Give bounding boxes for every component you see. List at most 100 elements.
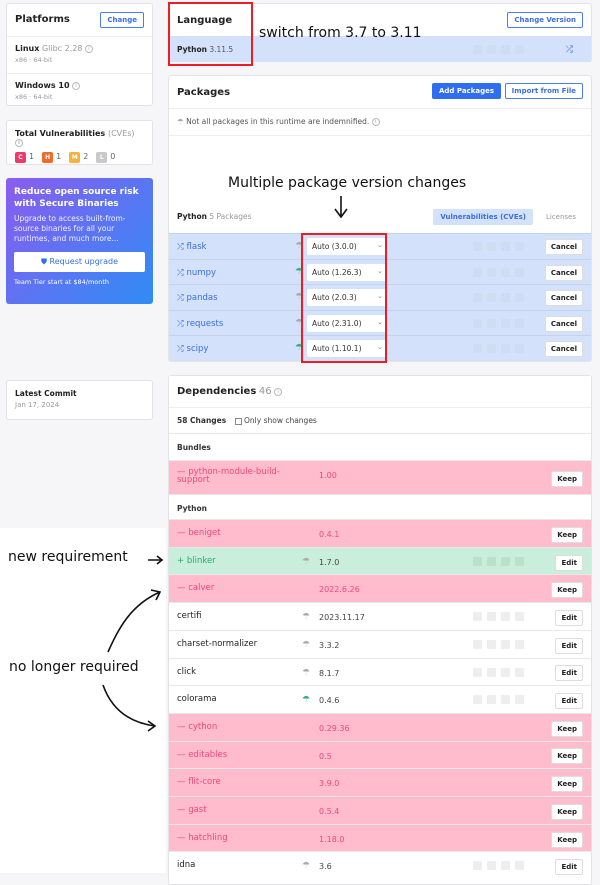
- dependency-name-label: flit-core: [188, 777, 221, 788]
- dependency-row: idna ☂ 3.6 Edit: [169, 851, 591, 879]
- dependency-name-label: beniget: [188, 528, 221, 538]
- cancel-button[interactable]: Cancel: [544, 341, 583, 358]
- keep-button[interactable]: Keep: [551, 582, 583, 599]
- cancel-button[interactable]: Cancel: [544, 264, 583, 281]
- package-name-label: numpy: [186, 267, 216, 278]
- chevron-down-icon: ⌄: [377, 317, 383, 326]
- cancel-button[interactable]: Cancel: [544, 290, 583, 307]
- dependency-row: — cython 0.29.36 Keep: [169, 712, 591, 741]
- dependency-name: — editables: [177, 750, 297, 759]
- edit-button[interactable]: Edit: [555, 693, 583, 710]
- version-select[interactable]: Auto (3.0.0) ⌄: [307, 238, 387, 255]
- dependency-name: idna: [177, 861, 297, 870]
- only-show-changes-label[interactable]: Only show changes: [244, 416, 317, 425]
- severity-letter: C: [15, 152, 26, 163]
- keep-button[interactable]: Keep: [551, 748, 583, 765]
- platform-linux: Linux Glibc 2.28 i x86 · 64-bit: [7, 36, 152, 72]
- keep-button[interactable]: Keep: [551, 803, 583, 820]
- change-version-button[interactable]: Change Version: [507, 12, 583, 28]
- keep-button[interactable]: Keep: [551, 831, 583, 848]
- info-icon[interactable]: i: [371, 118, 380, 126]
- info-icon[interactable]: i: [72, 81, 81, 90]
- tab-licenses[interactable]: Licenses: [545, 213, 576, 221]
- dependency-name: charset-normalizer: [177, 640, 297, 649]
- version-value: Auto (3.0.0): [312, 242, 357, 251]
- request-upgrade-button[interactable]: ⛊ Request upgrade: [14, 252, 145, 272]
- info-icon[interactable]: i: [84, 44, 93, 53]
- vulnerabilities-title: Total Vulnerabilities: [15, 129, 106, 138]
- not-indemnified-icon: ☂: [302, 556, 311, 567]
- version-select[interactable]: Auto (1.26.3) ⌄: [307, 263, 387, 281]
- edit-button[interactable]: Edit: [555, 609, 583, 626]
- severity-count: 2: [83, 152, 89, 161]
- language-row: Python 3.11.5 ⤮: [169, 36, 591, 62]
- keep-button[interactable]: Keep: [551, 776, 583, 793]
- dependency-name: — calver: [177, 584, 297, 593]
- package-name[interactable]: ⤮ numpy: [177, 268, 216, 278]
- cve-placeholders: [473, 667, 529, 679]
- package-name[interactable]: ⤮ flask: [177, 242, 206, 252]
- cancel-button[interactable]: Cancel: [544, 315, 583, 332]
- package-name[interactable]: ⤮ scipy: [177, 344, 208, 354]
- not-indemnified-icon: ☂: [302, 639, 311, 650]
- change-platform-button[interactable]: Change: [100, 12, 144, 28]
- platform-windows: Windows 10 i x86 · 64-bit: [7, 73, 152, 108]
- annotation-new-requirement: new requirement: [8, 549, 128, 565]
- not-indemnified-icon: ☂: [295, 317, 304, 328]
- package-name[interactable]: ⤮ pandas: [177, 293, 218, 303]
- keep-button[interactable]: Keep: [551, 720, 583, 737]
- packages-language: Python: [177, 212, 207, 221]
- info-icon[interactable]: i: [15, 138, 23, 147]
- keep-button[interactable]: Keep: [551, 471, 583, 487]
- edit-button[interactable]: Edit: [555, 637, 583, 654]
- cve-placeholders: [473, 639, 529, 651]
- import-from-file-button[interactable]: Import from File: [504, 83, 583, 99]
- language-name: Python: [177, 45, 207, 54]
- changes-count: 58 Changes: [177, 416, 227, 425]
- dependency-name: — gast: [177, 806, 297, 815]
- dependency-name-label: colorama: [177, 694, 217, 705]
- version-select[interactable]: Auto (2.31.0) ⌄: [307, 314, 387, 332]
- dependency-row: — hatchling 1.18.0 Keep: [169, 823, 591, 852]
- platforms-card: Platforms Change Linux Glibc 2.28 i x86 …: [6, 3, 153, 106]
- not-indemnified-icon: ☂: [302, 667, 311, 678]
- indemnified-icon: ☂: [295, 343, 304, 354]
- keep-button[interactable]: Keep: [551, 526, 583, 543]
- dependency-version: 0.4.6: [319, 696, 340, 706]
- dependency-row: — python-module-build-support 1.00 Keep: [169, 460, 591, 494]
- dependency-row: colorama ☂ 0.4.6 Edit: [169, 685, 591, 713]
- dependency-name: — beniget: [177, 528, 297, 538]
- promo-title: Reduce open source risk with Secure Bina…: [14, 187, 139, 209]
- package-name-label: flask: [186, 242, 207, 252]
- dependency-row: — flit-core 3.9.0 Keep: [169, 768, 591, 796]
- dependency-name: certifi: [177, 611, 297, 622]
- dependency-version: 0.5.4: [319, 807, 340, 816]
- info-icon[interactable]: i: [274, 387, 283, 396]
- group-header: Python: [169, 494, 591, 519]
- dependency-name-label: certifi: [177, 611, 202, 622]
- promo-card: Reduce open source risk with Secure Bina…: [6, 178, 153, 304]
- dependency-name: + blinker: [177, 556, 297, 565]
- package-name[interactable]: ⤮ requests: [177, 319, 223, 329]
- package-row: ⤮ pandas ☂ Auto (2.0.3) ⌄ Cancel: [169, 284, 591, 311]
- latest-commit-title: Latest Commit: [15, 389, 77, 398]
- package-name-label: scipy: [186, 344, 209, 355]
- package-row: ⤮ scipy ☂ Auto (1.10.1) ⌄ Cancel: [169, 335, 591, 361]
- platform-detail: Glibc 2.28: [41, 44, 83, 53]
- edit-button[interactable]: Edit: [555, 665, 583, 682]
- version-select[interactable]: Auto (2.0.3) ⌄: [307, 289, 387, 307]
- cancel-button[interactable]: Cancel: [544, 239, 583, 255]
- add-packages-button[interactable]: Add Packages: [432, 83, 501, 99]
- chevron-down-icon: ⌄: [377, 241, 383, 249]
- cve-placeholders: [473, 242, 529, 253]
- packages-count: 5 Packages: [209, 212, 252, 221]
- edit-button[interactable]: Edit: [555, 554, 583, 571]
- only-show-changes-checkbox[interactable]: [234, 417, 242, 425]
- dependency-name: — python-module-build-support: [177, 468, 297, 485]
- version-select[interactable]: Auto (1.10.1) ⌄: [307, 340, 387, 358]
- tab-vulnerabilities[interactable]: Vulnerabilities (CVEs): [433, 209, 533, 225]
- dependency-row: click ☂ 8.1.7 Edit: [169, 657, 591, 686]
- dependency-version: 0.4.1: [319, 530, 340, 539]
